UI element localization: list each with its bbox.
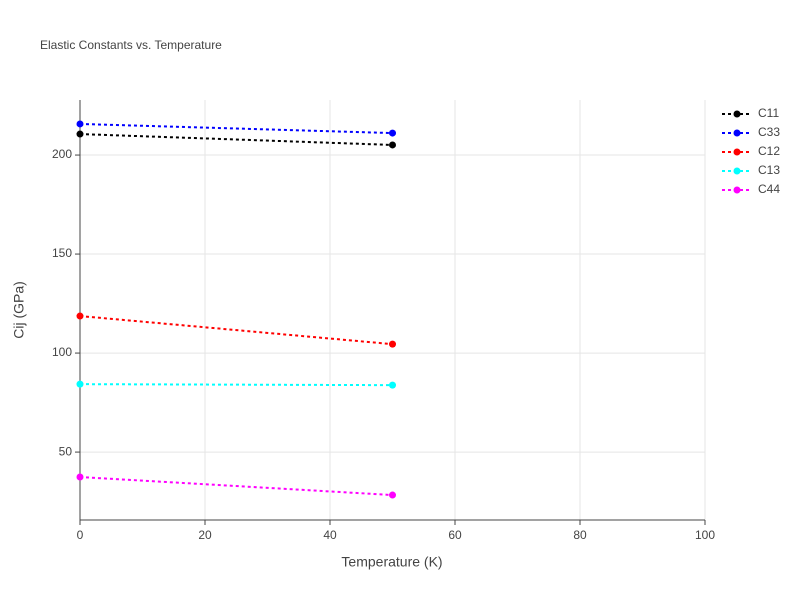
legend-marker [733, 129, 741, 137]
data-point [389, 129, 396, 137]
data-point [76, 312, 84, 320]
x-tick-label: 0 [77, 528, 84, 542]
series-line [79, 383, 393, 387]
data-point [389, 491, 396, 499]
legend-label: C13 [758, 163, 780, 177]
x-tick-label: 80 [573, 528, 587, 542]
data-point [389, 141, 396, 149]
series-line [79, 315, 393, 346]
legend-label: C33 [758, 125, 780, 139]
legend-marker [733, 186, 741, 194]
legend-marker [733, 148, 741, 156]
chart-title: Elastic Constants vs. Temperature [40, 38, 222, 52]
data-point [76, 130, 84, 138]
data-point [76, 120, 84, 128]
x-tick-label: 60 [448, 528, 462, 542]
legend-marker [733, 167, 741, 175]
y-tick-label: 50 [59, 444, 73, 458]
series-line [79, 476, 393, 497]
data-point [389, 381, 396, 389]
legend-label: C44 [758, 182, 780, 196]
y-tick-label: 100 [52, 345, 72, 359]
data-point [389, 340, 396, 348]
y-tick-label: 200 [52, 147, 72, 161]
data-point [76, 473, 84, 481]
y-tick-label: 150 [52, 246, 72, 260]
legend-label: C12 [758, 144, 780, 158]
data-point [76, 380, 84, 388]
series-line [79, 122, 393, 135]
x-axis-label: Temperature (K) [341, 554, 442, 570]
x-tick-label: 100 [695, 528, 715, 542]
legend-label: C11 [758, 106, 779, 120]
x-tick-label: 40 [323, 528, 337, 542]
y-axis-label: Cij (GPa) [11, 281, 27, 339]
legend-marker [733, 110, 741, 118]
x-tick-label: 20 [198, 528, 212, 542]
series-line [79, 133, 393, 146]
